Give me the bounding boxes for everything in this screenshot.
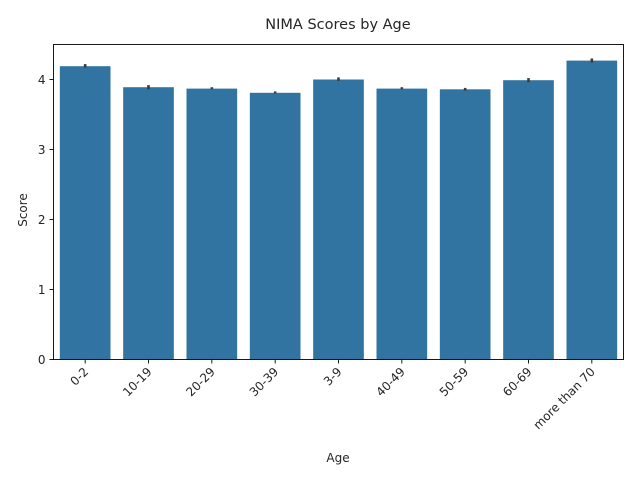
bar-5 [376,88,428,360]
plot-frame [53,44,624,360]
chart-title: NIMA Scores by Age [265,17,410,33]
bar-0 [59,66,111,360]
y-axis-label: Score [16,193,30,227]
x-axis: 0-2 10-19 20-29 30-39 3-9 40-49 50-59 60-69more… [68,359,598,432]
y-tick-label-0: 0 [38,353,46,367]
y-tick-label-1: 1 [38,283,46,297]
bar-1 [123,87,174,360]
bar-8 [566,60,618,360]
bar-2 [186,88,238,360]
bar-6 [439,89,491,360]
error-bars-group [83,58,594,94]
bar-3 [249,92,301,360]
x-tick-label-2: 20-29 [183,365,218,400]
x-tick-label-6: 50-59 [437,365,472,400]
y-tick-label-4: 4 [38,73,46,87]
y-axis: 0 1 2 3 4 [38,73,54,367]
x-axis-label: Age [326,451,349,465]
x-tick-label-1: 10-19 [120,365,155,400]
x-tick-label-3: 30-39 [247,365,282,400]
bar-4 [313,79,364,360]
bar-7 [503,80,554,360]
x-tick-label-5: 40-49 [373,365,408,400]
x-tick-label-0: 0-2 [68,365,92,389]
bars-group [59,60,618,360]
y-tick-label-2: 2 [38,213,46,227]
x-tick-label-8: more than 70 [531,365,598,432]
y-tick-label-3: 3 [38,143,46,157]
x-tick-label-7: 60-69 [500,365,535,400]
x-tick-label-4: 3-9 [321,365,345,389]
